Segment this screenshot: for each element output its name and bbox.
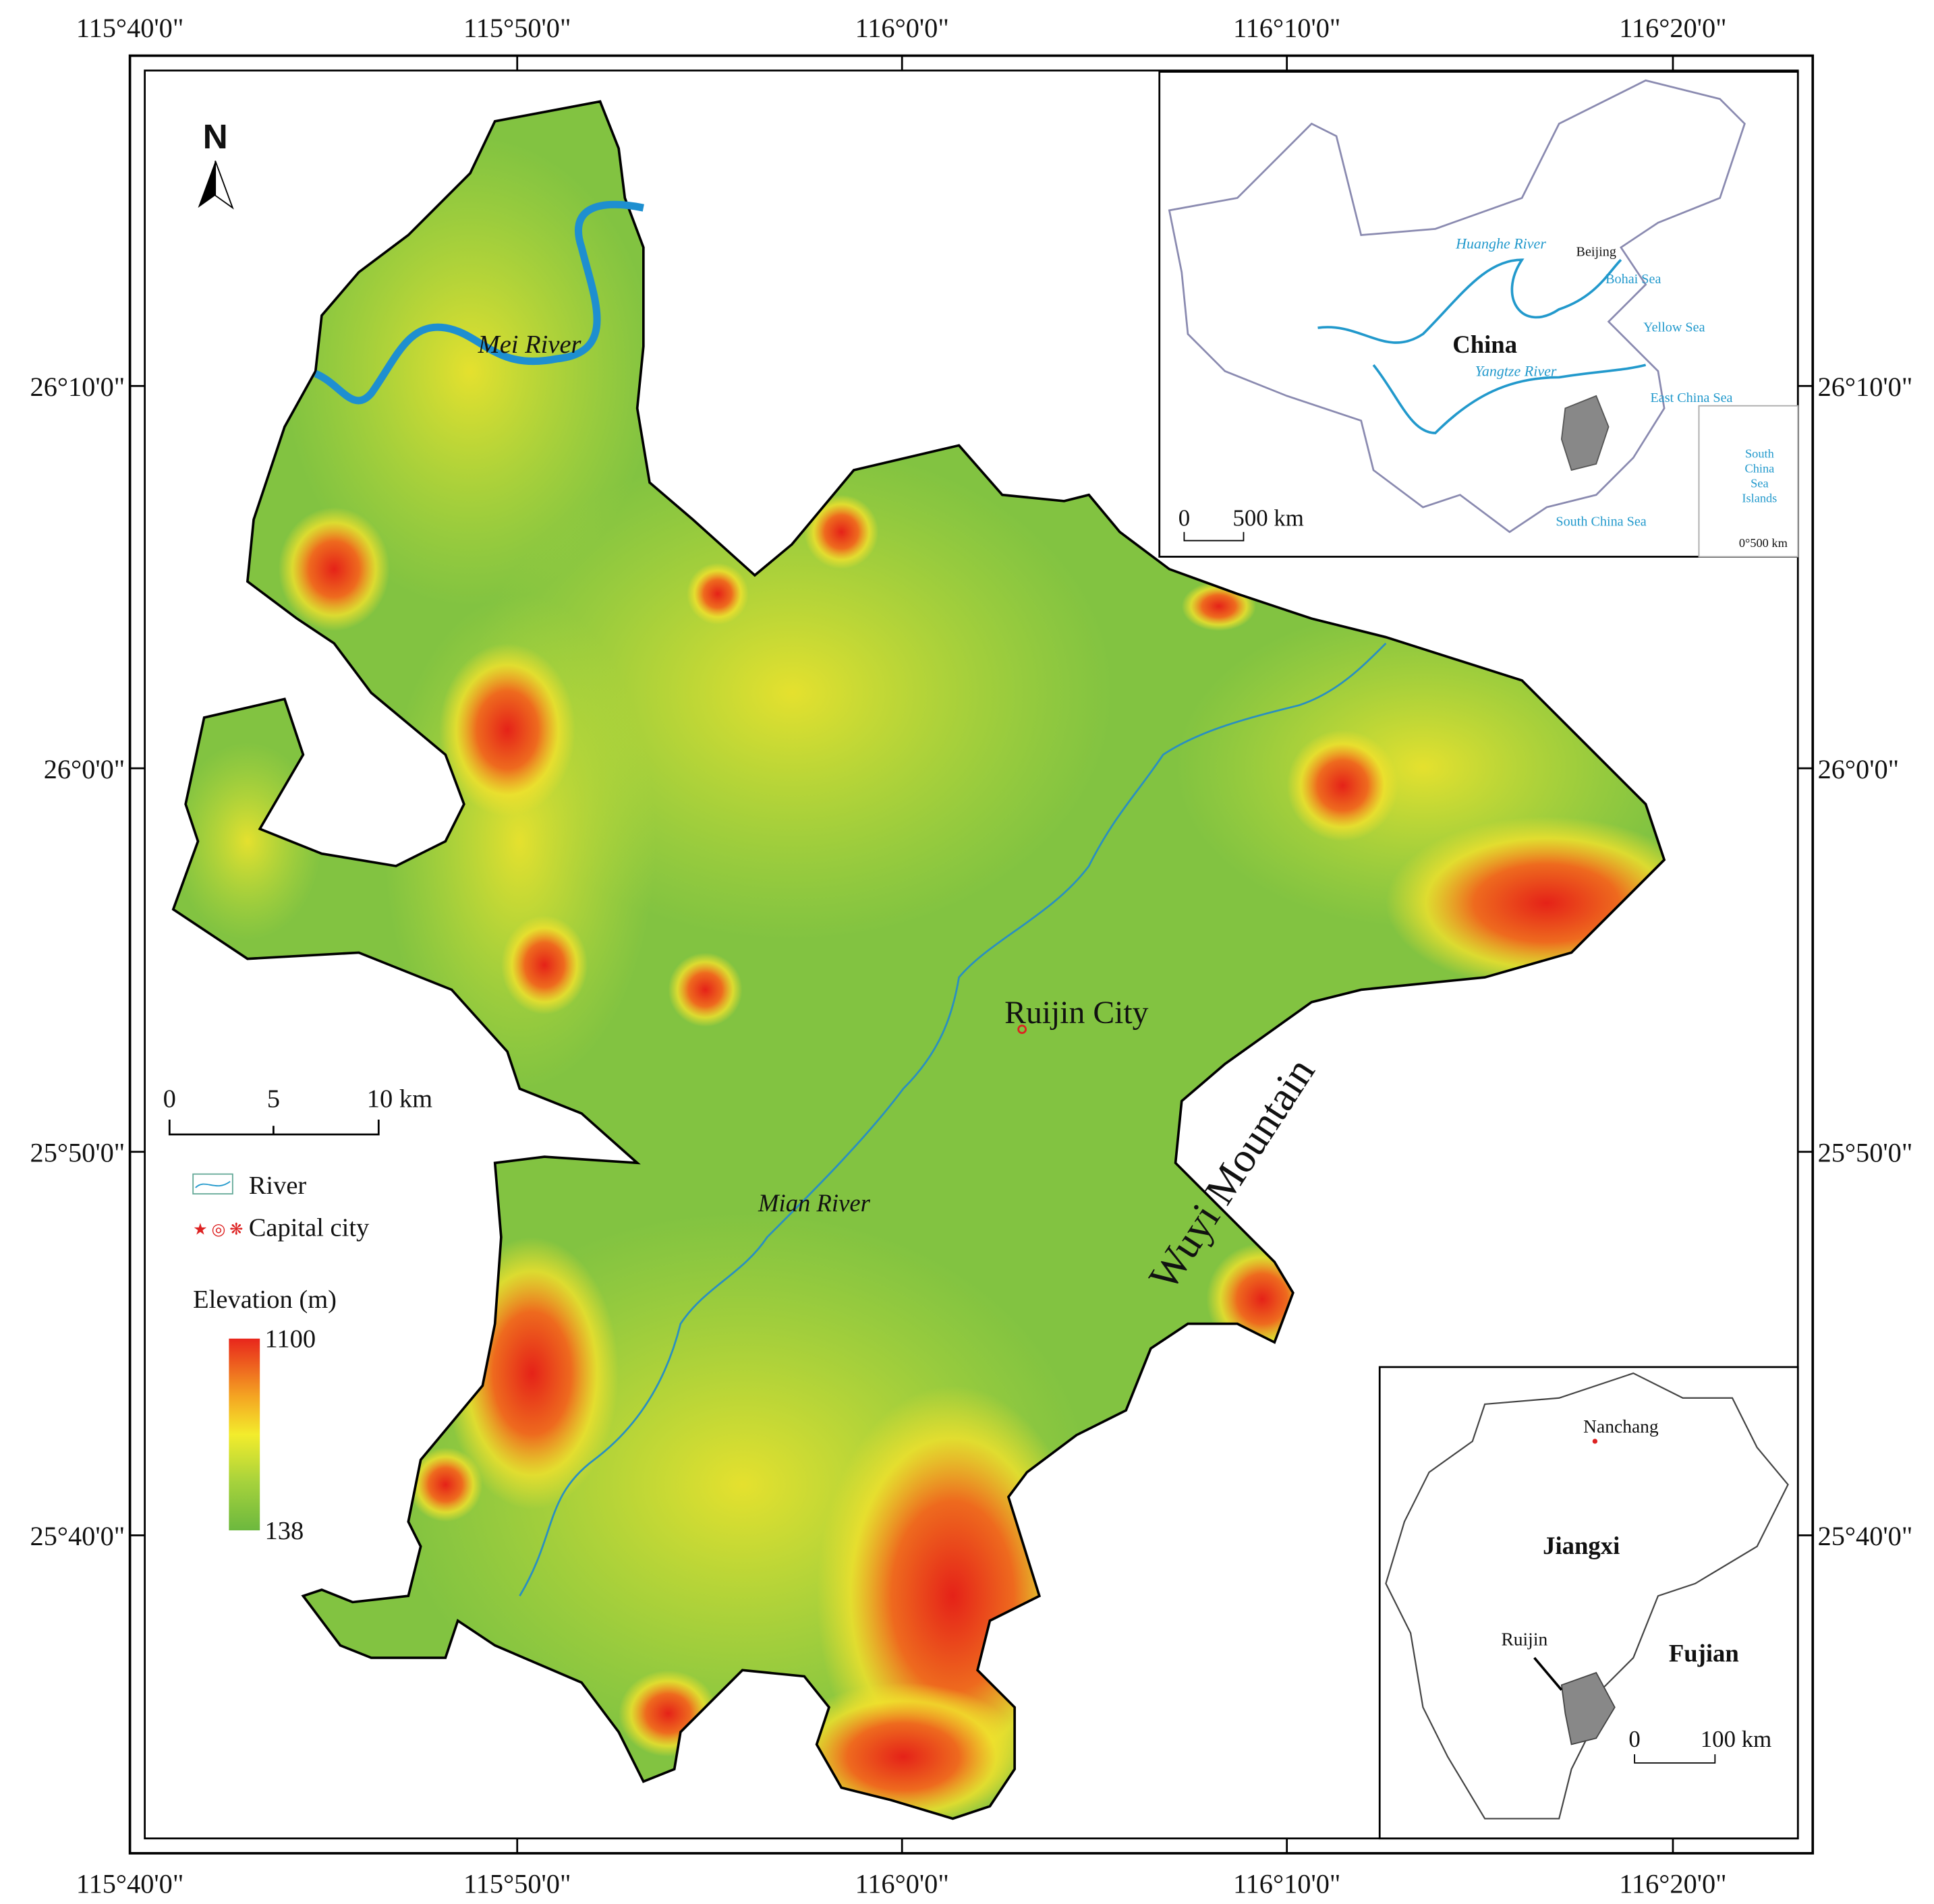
place-label: Mei River — [478, 330, 582, 359]
scale-label: 0 — [1178, 505, 1190, 531]
inset-label: Sea — [1751, 477, 1768, 490]
north-arrow: N — [198, 117, 234, 210]
coord-label: 26°0'0" — [44, 754, 125, 784]
mian-river — [519, 642, 1387, 1596]
legend: River ★ ◎ ❋ Capital city Elevation (m) 1… — [192, 1172, 370, 1545]
coord-label: 116°10'0" — [1233, 13, 1340, 43]
coord-label: 116°20'0" — [1619, 13, 1726, 43]
coord-label: 25°50'0" — [30, 1137, 125, 1167]
scale-label: 500 km — [1232, 505, 1304, 531]
inset-label: Ruijin — [1501, 1629, 1547, 1650]
inset-label: Jiangxi — [1543, 1532, 1620, 1559]
coord-label: 116°0'0" — [855, 1868, 949, 1899]
inset-label: South — [1745, 447, 1774, 461]
scale-label: 0 — [163, 1085, 176, 1114]
inset-label: Beijing — [1576, 245, 1616, 260]
north-label: N — [203, 117, 228, 156]
coord-label: 26°10'0" — [1818, 372, 1913, 402]
scale-label: 0 — [1628, 1726, 1640, 1752]
inset-label: Yellow Sea — [1643, 320, 1705, 335]
inner-frame — [144, 69, 1799, 1840]
scale-label: 5 — [267, 1085, 280, 1114]
city-marker — [1592, 1439, 1598, 1444]
coord-label: 116°0'0" — [855, 13, 949, 43]
svg-text:★ ◎ ❋: ★ ◎ ❋ — [193, 1221, 243, 1239]
mei-river — [314, 200, 644, 405]
coord-label: 115°40'0" — [76, 13, 183, 43]
legend-label: 1100 — [265, 1325, 316, 1354]
coordinate-labels: 115°40'0" 115°50'0" 116°0'0" 116°10'0" 1… — [30, 13, 1913, 1899]
place-label: Mian River — [758, 1189, 871, 1217]
ticks — [130, 55, 1813, 1853]
coord-label: 25°40'0" — [30, 1521, 125, 1551]
legend-label: 138 — [265, 1517, 304, 1545]
inset-label: China — [1744, 462, 1774, 475]
legend-label: River — [249, 1172, 307, 1200]
inset-label: Huanghe River — [1455, 235, 1546, 252]
coord-label: 116°20'0" — [1619, 1868, 1726, 1899]
outer-frame — [128, 54, 1815, 1855]
legend-label: Capital city — [249, 1213, 370, 1242]
inset-label: China — [1452, 330, 1517, 358]
city-marker — [1017, 1025, 1027, 1035]
jiangxi-inset: Nanchang Jiangxi Ruijin Fujian 0 100 km — [1378, 1366, 1799, 1840]
coord-label: 25°50'0" — [1818, 1137, 1913, 1167]
scale-label: 100 km — [1701, 1726, 1772, 1752]
coord-label: 115°40'0" — [76, 1868, 183, 1899]
inset-label: Islands — [1742, 492, 1777, 505]
place-label: Ruijin City — [1004, 996, 1148, 1031]
legend-title: Elevation (m) — [193, 1286, 337, 1314]
inset-label: Yangtze River — [1475, 363, 1557, 380]
inset-label: Fujian — [1669, 1639, 1739, 1667]
scale-label: 0°500 km — [1739, 536, 1788, 550]
coord-label: 25°40'0" — [1818, 1521, 1913, 1551]
inset-label: Bohai Sea — [1605, 272, 1661, 287]
coord-label: 115°50'0" — [463, 1868, 571, 1899]
coord-label: 26°0'0" — [1818, 754, 1900, 784]
scale-bar: 0 5 10 km — [163, 1085, 432, 1136]
china-inset: Huanghe River Beijing Bohai Sea Yellow S… — [1158, 71, 1799, 558]
coord-label: 26°10'0" — [30, 372, 125, 402]
coord-label: 116°10'0" — [1233, 1868, 1340, 1899]
inset-label: Nanchang — [1583, 1416, 1659, 1437]
coord-label: 115°50'0" — [463, 13, 571, 43]
scale-label: 10 km — [367, 1085, 432, 1114]
inset-label: East China Sea — [1650, 391, 1732, 405]
inset-label: South China Sea — [1556, 515, 1646, 529]
